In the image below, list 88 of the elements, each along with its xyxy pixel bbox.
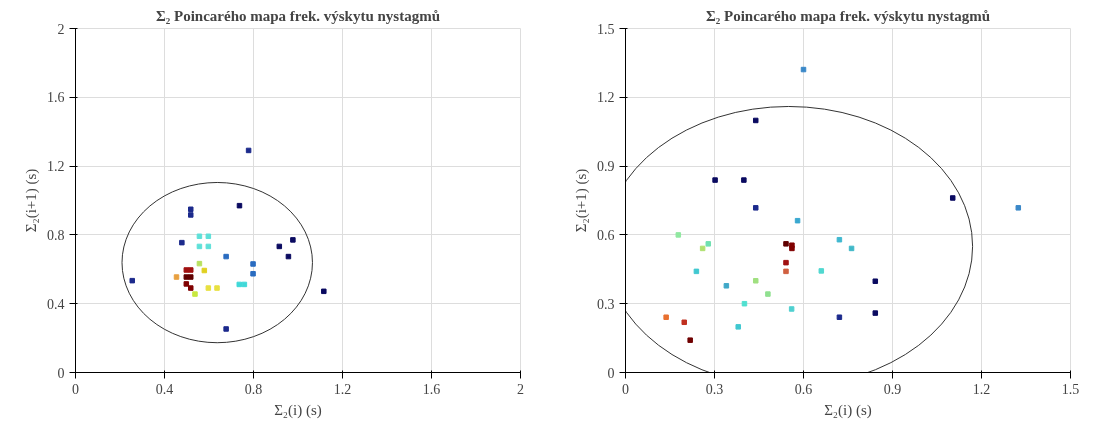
point — [712, 177, 718, 183]
point — [663, 314, 669, 320]
y-tick-label: 0.3 — [597, 296, 615, 312]
point — [783, 268, 789, 275]
chart-title: Σ₂ Poincarého mapa frek. výskytu nystagmů — [705, 7, 991, 24]
point — [250, 261, 256, 267]
x-tick-label: 1.2 — [333, 381, 352, 397]
point — [179, 239, 185, 246]
point — [205, 285, 212, 291]
point — [818, 268, 825, 274]
point — [236, 202, 243, 209]
point — [794, 217, 801, 224]
y-tick-label: 0.6 — [597, 227, 615, 243]
y-tick-label: 1.5 — [597, 21, 615, 37]
point — [687, 337, 693, 343]
point — [196, 233, 203, 240]
point — [789, 245, 795, 252]
chart-title: Σ₂ Poincarého mapa frek. výskytu nystagmů — [155, 7, 441, 24]
point — [205, 243, 212, 250]
point — [752, 205, 759, 211]
point — [188, 274, 194, 280]
x-tick-label: 0.3 — [705, 381, 724, 397]
point — [741, 177, 747, 183]
y-axis-title: Σ₂(i+1) (s) — [573, 168, 590, 233]
point — [321, 288, 327, 295]
point — [788, 306, 795, 312]
point — [290, 237, 296, 243]
x-tick-label: 0 — [72, 381, 79, 397]
y-tick-label: 0.9 — [597, 159, 615, 175]
point — [223, 253, 229, 260]
point — [183, 267, 190, 273]
x-axis-title: Σ₂(i) (s) — [824, 401, 872, 419]
point — [188, 267, 194, 273]
point — [241, 281, 248, 288]
point — [223, 326, 229, 332]
point — [693, 268, 700, 275]
x-tick-label: 0.6 — [794, 381, 813, 397]
y-tick-label: 1.2 — [47, 159, 65, 175]
x-tick-label: 0 — [622, 381, 629, 397]
point — [872, 278, 879, 284]
y-tick-label: 0.4 — [47, 296, 65, 312]
y-tick-label: 0.8 — [47, 227, 65, 243]
point — [205, 233, 212, 240]
point — [201, 267, 208, 274]
point — [183, 274, 190, 280]
point — [188, 212, 194, 218]
x-tick-label: 0.8 — [244, 381, 263, 397]
point — [1015, 205, 1022, 211]
y-axis-title: Σ₂(i+1) (s) — [23, 168, 40, 233]
y-tick-label: 2 — [57, 21, 65, 37]
point — [681, 319, 687, 326]
x-tick-label: 1.2 — [972, 381, 991, 397]
point — [196, 260, 203, 267]
point — [129, 277, 135, 284]
point — [741, 300, 748, 307]
y-tick-label: 1.6 — [47, 90, 65, 106]
point — [173, 274, 180, 280]
point — [675, 232, 682, 238]
x-tick-label: 1.6 — [422, 381, 441, 397]
point — [949, 195, 956, 201]
point — [752, 278, 759, 284]
y-tick-label: 0 — [57, 365, 65, 381]
point — [735, 324, 741, 330]
point — [783, 259, 789, 266]
point — [183, 281, 190, 287]
point — [276, 243, 283, 250]
y-tick-label: 1.2 — [597, 90, 615, 106]
point — [836, 314, 843, 320]
point — [699, 245, 706, 252]
point — [192, 291, 198, 297]
y-tick-label: 0 — [607, 365, 615, 381]
point — [250, 271, 256, 277]
point — [723, 283, 730, 289]
point — [245, 147, 252, 154]
point — [752, 117, 759, 124]
point — [188, 285, 194, 291]
point — [783, 241, 789, 247]
x-tick-label: 0.9 — [883, 381, 902, 397]
x-tick-label: 1.5 — [1061, 381, 1080, 397]
point — [872, 310, 879, 316]
x-tick-label: 2 — [517, 381, 524, 397]
point — [836, 236, 843, 243]
x-axis-title: Σ₂(i) (s) — [274, 401, 322, 419]
point — [214, 285, 220, 291]
point — [765, 291, 771, 297]
point — [188, 206, 194, 213]
x-tick-label: 0.4 — [155, 381, 174, 397]
point — [705, 241, 712, 247]
